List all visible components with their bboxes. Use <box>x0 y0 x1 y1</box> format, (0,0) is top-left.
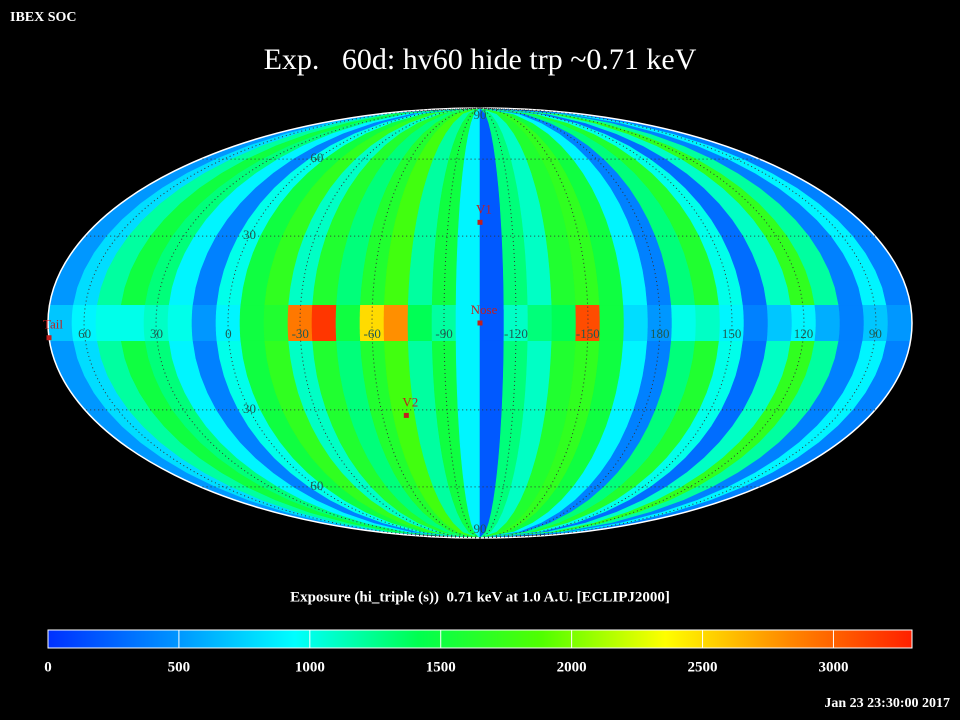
exposure-band-cell <box>766 305 793 341</box>
colorbar-tick-label: 500 <box>168 659 191 675</box>
exposure-band-cell <box>599 305 625 341</box>
colorbar-bar <box>47 629 913 649</box>
marker-label: V1 <box>476 201 492 216</box>
marker <box>403 412 409 418</box>
map: 90 60 30 30 60 90 60 30 0 -30 -60 -90 -120 -150 180 150… <box>43 107 913 539</box>
exposure-band-cell <box>311 305 337 341</box>
longitude-label: 0 <box>225 326 232 341</box>
colorbar-title: Exposure (hi_triple (s)) 0.71 keV at 1.0… <box>290 589 670 605</box>
marker <box>477 219 483 225</box>
exposure-band-cell <box>407 305 433 341</box>
colorbar-tick-label: 1500 <box>426 659 456 675</box>
exposure-band-cell <box>335 305 361 341</box>
meridian <box>479 107 589 539</box>
meridian <box>479 107 733 539</box>
meridian <box>371 107 481 539</box>
latitude-label: 60 <box>310 150 323 165</box>
exposure-band-cell <box>167 305 194 341</box>
exposure-band-cell <box>814 305 841 341</box>
latitude-label: 90 <box>474 521 487 536</box>
marker-label: Tail <box>43 317 63 332</box>
colorbar-tick-label: 2500 <box>688 659 718 675</box>
longitude-label: -30 <box>292 326 309 341</box>
longitude-label: 120 <box>794 326 814 341</box>
latitude-label: 30 <box>243 227 256 242</box>
colorbar-tick-label: 2000 <box>557 659 587 675</box>
latitude-label: 30 <box>243 401 256 416</box>
longitude-label: 30 <box>150 326 163 341</box>
header: IBEX SOC <box>10 10 77 25</box>
exposure-band-cell <box>551 305 577 341</box>
longitude-label: -90 <box>435 326 452 341</box>
marker <box>477 320 483 326</box>
exposure-band-cell <box>886 305 913 341</box>
latitude-label: 60 <box>310 478 323 493</box>
colorbar: 0 500 1000 1500 2000 2500 3000 <box>44 629 913 675</box>
exposure-band-cell <box>239 305 266 341</box>
meridian <box>227 107 481 539</box>
colorbar-tick-label: 0 <box>44 659 52 675</box>
longitude-label: -150 <box>576 326 600 341</box>
exposure-band-cell <box>694 305 721 341</box>
exposure-band-cell <box>742 305 769 341</box>
exposure-band-cell <box>383 305 409 341</box>
title: Exp. 60d: hv60 hide trp ~0.71 keV <box>264 43 697 76</box>
longitude-label: -60 <box>363 326 380 341</box>
exposure-band-cell <box>623 305 649 341</box>
latitude-label: 90 <box>474 107 487 122</box>
longitude-label: 180 <box>650 326 670 341</box>
colorbar-tick-label: 3000 <box>818 659 848 675</box>
exposure-band-cell <box>671 305 697 341</box>
exposure-band-cell <box>838 305 865 341</box>
longitude-label: 60 <box>78 326 91 341</box>
exposure-band-cell <box>263 305 289 341</box>
longitude-label: 90 <box>869 326 882 341</box>
longitude-label: 150 <box>722 326 742 341</box>
colorbar-tick-label: 1000 <box>295 659 325 675</box>
exposure-band-cell <box>191 305 218 341</box>
exposure-band-cell <box>527 305 553 341</box>
longitude-label: -120 <box>504 326 528 341</box>
exposure-band-cell <box>119 305 146 341</box>
marker-label: Nose <box>471 302 498 317</box>
marker <box>46 335 52 341</box>
timestamp: Jan 23 23:30:00 2017 <box>824 696 950 711</box>
marker-label: V2 <box>402 394 418 409</box>
exposure-band-cell <box>95 305 122 341</box>
